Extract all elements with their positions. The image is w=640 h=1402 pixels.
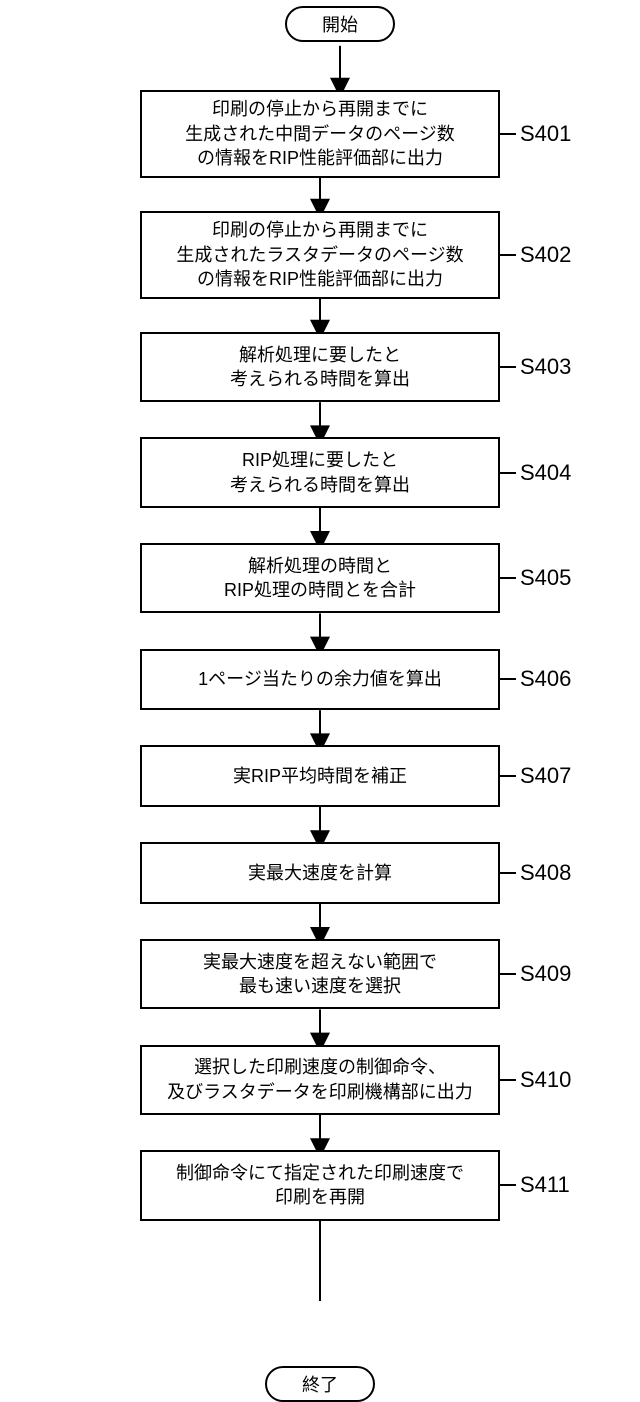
- process-text: 印刷の停止から再開までに 生成されたラスタデータのページ数 の情報をRIP性能評…: [176, 218, 463, 291]
- process-s410: 選択した印刷速度の制御命令、 及びラスタデータを印刷機構部に出力: [140, 1045, 500, 1115]
- process-s409: 実最大速度を超えない範囲で 最も速い速度を選択: [140, 939, 500, 1009]
- process-s401: 印刷の停止から再開までに 生成された中間データのページ数 の情報をRIP性能評価…: [140, 90, 500, 178]
- process-text: 実最大速度を超えない範囲で 最も速い速度を選択: [203, 950, 437, 999]
- label-connector: [500, 973, 516, 975]
- process-text: 選択した印刷速度の制御命令、 及びラスタデータを印刷機構部に出力: [167, 1055, 473, 1104]
- process-text: 解析処理に要したと 考えられる時間を算出: [230, 343, 410, 392]
- step-label-s405: S405: [520, 565, 571, 591]
- step-label-s403: S403: [520, 354, 571, 380]
- process-s405: 解析処理の時間と RIP処理の時間とを合計: [140, 543, 500, 613]
- label-connector: [500, 775, 516, 777]
- step-label-s408: S408: [520, 860, 571, 886]
- process-text: 実最大速度を計算: [248, 861, 392, 885]
- label-connector: [500, 1079, 516, 1081]
- label-connector: [500, 577, 516, 579]
- step-label-s402: S402: [520, 242, 571, 268]
- process-s408: 実最大速度を計算: [140, 842, 500, 904]
- label-connector: [500, 133, 516, 135]
- process-s411: 制御命令にて指定された印刷速度で 印刷を再開: [140, 1150, 500, 1220]
- process-s407: 実RIP平均時間を補正: [140, 745, 500, 807]
- label-connector: [500, 872, 516, 874]
- label-connector: [500, 366, 516, 368]
- process-s403: 解析処理に要したと 考えられる時間を算出: [140, 332, 500, 402]
- terminator-start: 開始: [285, 6, 395, 42]
- step-label-s401: S401: [520, 121, 571, 147]
- step-label-s411: S411: [520, 1172, 570, 1198]
- terminator-end: 終了: [265, 1366, 375, 1402]
- label-connector: [500, 472, 516, 474]
- process-text: 解析処理の時間と RIP処理の時間とを合計: [224, 554, 416, 603]
- process-s402: 印刷の停止から再開までに 生成されたラスタデータのページ数 の情報をRIP性能評…: [140, 211, 500, 299]
- terminator-end-label: 終了: [302, 1371, 338, 1397]
- process-text: RIP処理に要したと 考えられる時間を算出: [230, 448, 410, 497]
- process-text: 1ページ当たりの余力値を算出: [198, 667, 442, 691]
- terminator-start-label: 開始: [322, 11, 358, 37]
- step-label-s410: S410: [520, 1067, 571, 1093]
- step-label-s406: S406: [520, 666, 571, 692]
- step-label-s407: S407: [520, 763, 571, 789]
- label-connector: [500, 678, 516, 680]
- process-text: 印刷の停止から再開までに 生成された中間データのページ数 の情報をRIP性能評価…: [185, 97, 455, 170]
- label-connector: [500, 1184, 516, 1186]
- step-label-s404: S404: [520, 460, 571, 486]
- step-label-s409: S409: [520, 961, 571, 987]
- process-text: 制御命令にて指定された印刷速度で 印刷を再開: [176, 1161, 464, 1210]
- process-s406: 1ページ当たりの余力値を算出: [140, 649, 500, 711]
- process-s404: RIP処理に要したと 考えられる時間を算出: [140, 437, 500, 507]
- process-text: 実RIP平均時間を補正: [233, 764, 407, 788]
- label-connector: [500, 254, 516, 256]
